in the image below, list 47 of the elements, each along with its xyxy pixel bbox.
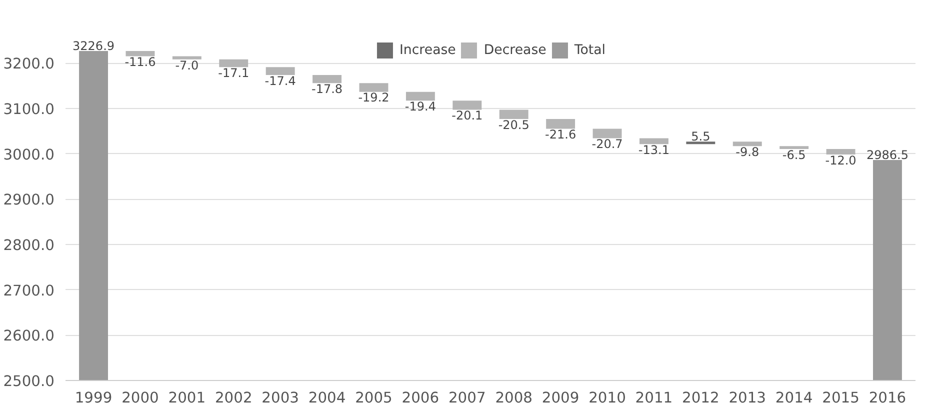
data-label: -7.0: [175, 58, 199, 72]
x-tick-label: 2012: [682, 390, 720, 406]
data-label: 3226.9: [72, 39, 115, 54]
data-label: -19.4: [404, 100, 436, 114]
y-tick-label: 2900.0: [3, 192, 55, 209]
x-tick-label: 2011: [635, 390, 673, 406]
x-tick-label: 2009: [542, 390, 580, 406]
data-label: -20.5: [498, 118, 530, 132]
data-label: -17.8: [312, 82, 343, 96]
data-label: 5.5: [691, 130, 710, 144]
x-tick-label: 2002: [214, 390, 252, 406]
x-tick-label: 2003: [262, 390, 299, 406]
data-label: 2986.5: [866, 148, 908, 162]
y-tick-label: 3200.0: [3, 56, 55, 73]
data-label: -20.1: [452, 108, 483, 123]
data-label: -19.2: [358, 90, 390, 105]
data-label: -6.5: [782, 148, 806, 162]
y-tick-label: 2600.0: [3, 328, 55, 345]
y-tick-label: 3100.0: [3, 101, 55, 118]
data-label: -9.8: [736, 144, 760, 159]
x-tick-label: 2007: [448, 390, 486, 406]
y-tick-label: 2800.0: [3, 237, 55, 254]
x-tick-label: 2006: [402, 390, 440, 406]
data-label: -12.0: [825, 153, 856, 168]
y-tick-label: 2500.0: [3, 373, 55, 390]
data-label: -21.6: [545, 128, 576, 142]
x-tick-label: 2015: [822, 390, 860, 406]
x-tick-label: 2004: [308, 390, 346, 406]
x-tick-label: 2000: [122, 390, 159, 406]
x-tick-label: 2010: [588, 390, 626, 406]
x-tick-label: 2001: [168, 390, 206, 406]
x-tick-label: 2014: [775, 390, 813, 406]
legend-label: Total: [574, 42, 606, 58]
legend-label: Decrease: [484, 42, 546, 58]
x-tick-label: 2013: [728, 390, 766, 406]
y-tick-label: 2700.0: [3, 282, 55, 300]
data-label: -11.6: [124, 55, 156, 70]
legend-label: Increase: [399, 42, 456, 58]
data-label: -17.1: [218, 66, 250, 80]
x-tick-label: 2005: [355, 390, 392, 406]
x-tick-label: 2008: [495, 390, 533, 406]
data-label: -17.4: [264, 74, 296, 88]
data-label: -20.7: [592, 137, 623, 152]
x-tick-label: 1999: [74, 390, 112, 406]
data-label: -13.1: [638, 143, 670, 158]
x-tick-label: 2016: [868, 390, 906, 406]
y-tick-label: 3000.0: [3, 146, 55, 164]
